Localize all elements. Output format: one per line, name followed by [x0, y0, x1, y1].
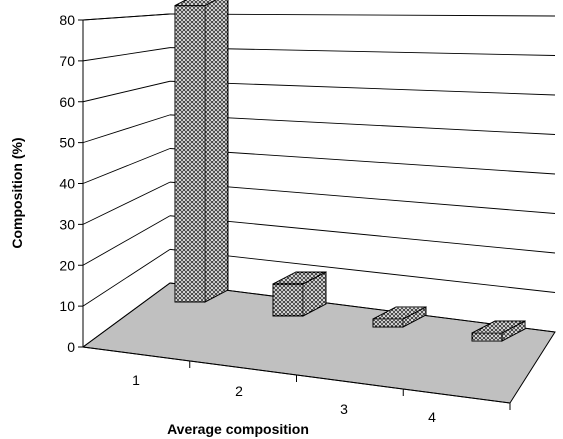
bar-side-face	[204, 0, 229, 303]
bar-2	[272, 271, 327, 317]
side-gridline	[82, 215, 171, 266]
side-gridline	[82, 181, 171, 225]
bar-4	[471, 320, 526, 342]
gridlines	[82, 13, 556, 348]
side-gridline	[82, 114, 171, 144]
bars	[174, 0, 526, 342]
back-gridline	[169, 114, 556, 135]
side-gridline	[82, 80, 171, 103]
y-tick-label: 0	[67, 339, 75, 355]
back-gridline	[169, 47, 556, 56]
y-tick-label: 80	[59, 12, 75, 28]
bar-front-face	[272, 283, 304, 317]
bar-top-face	[372, 306, 427, 320]
y-tick-label: 60	[59, 94, 75, 110]
x-tick-label: 1	[132, 372, 140, 388]
bar-top-face	[174, 0, 217, 7]
bar-top-face	[272, 271, 327, 285]
y-tick-label: 50	[59, 135, 75, 151]
y-axis-title: Composition (%)	[9, 137, 25, 248]
bar-front-face	[372, 318, 404, 328]
bar-front-face	[174, 5, 206, 303]
x-axis-ticks: 1 2 3 4	[132, 361, 511, 425]
side-wall-top	[82, 13, 171, 21]
x-tick-label: 3	[340, 401, 348, 417]
y-tick-label: 30	[59, 216, 75, 232]
side-gridline	[82, 148, 171, 184]
side-gridline	[82, 282, 171, 348]
back-gridline	[169, 215, 556, 254]
bar-top-face	[471, 320, 526, 334]
x-axis-title: Average composition	[167, 421, 309, 437]
side-gridline	[82, 248, 171, 307]
side-gridline	[82, 47, 171, 62]
y-tick-label: 40	[59, 176, 75, 192]
back-gridline	[169, 13, 556, 17]
y-tick-label: 10	[59, 298, 75, 314]
y-tick-label: 20	[59, 257, 75, 273]
bar-1	[174, 0, 229, 303]
bar-3	[372, 306, 427, 328]
y-axis-ticks: 0 10 20 30 40 50 60 70 80	[59, 12, 83, 355]
bar-front-face	[471, 332, 503, 342]
back-gridline	[169, 148, 556, 175]
x-tick-label: 2	[235, 383, 243, 399]
back-gridline	[169, 80, 556, 96]
back-gridline	[169, 248, 556, 293]
y-tick-label: 70	[59, 53, 75, 69]
back-gridline	[169, 181, 556, 214]
x-tick-label: 4	[428, 409, 436, 425]
